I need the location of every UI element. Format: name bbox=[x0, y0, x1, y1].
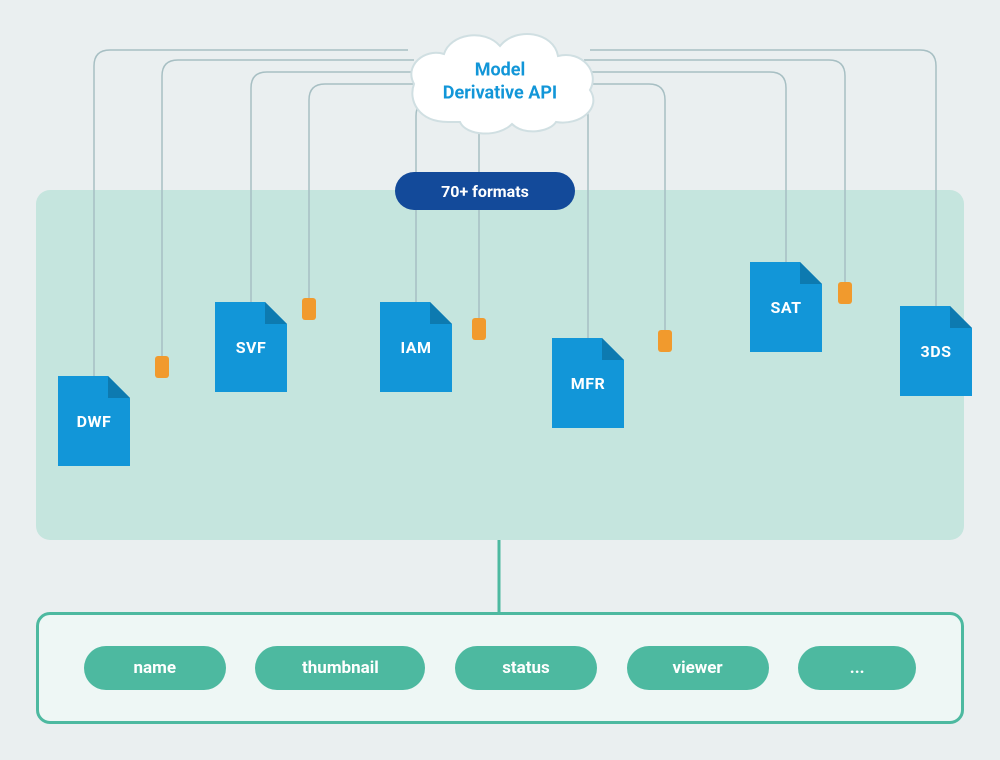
file-label: IAM bbox=[400, 338, 431, 357]
file-label: SVF bbox=[236, 338, 267, 357]
manifest-pill-viewer: viewer bbox=[627, 646, 769, 690]
manifest-pill-label: viewer bbox=[672, 658, 722, 678]
orange-marker bbox=[155, 356, 169, 378]
file-icon-svf: SVF bbox=[215, 302, 287, 392]
manifest-pill-label: ... bbox=[850, 658, 865, 678]
orange-marker bbox=[658, 330, 672, 352]
file-label: DWF bbox=[77, 412, 112, 431]
cloud-line1: Model bbox=[400, 59, 600, 82]
manifest-panel: name thumbnail status viewer... bbox=[36, 612, 964, 724]
manifest-pill-more: ... bbox=[798, 646, 916, 690]
connector-line bbox=[162, 60, 414, 356]
connector-line bbox=[584, 60, 845, 282]
orange-marker bbox=[838, 282, 852, 304]
formats-pill: 70+ formats bbox=[395, 172, 575, 210]
manifest-pill-name: name bbox=[84, 646, 226, 690]
formats-pill-label: 70+ formats bbox=[441, 182, 529, 201]
manifest-pill-thumbnail: thumbnail bbox=[255, 646, 425, 690]
file-label: MFR bbox=[571, 374, 606, 393]
diagram-root: Model Derivative API 70+ formats DWF SVF… bbox=[0, 0, 1000, 760]
manifest-pill-label: name bbox=[134, 658, 177, 678]
file-icon-dwf: DWF bbox=[58, 376, 130, 466]
cloud-line2: Derivative API bbox=[400, 82, 600, 105]
file-label: SAT bbox=[770, 298, 801, 317]
manifest-pill-label: thumbnail bbox=[302, 658, 379, 678]
file-icon-3ds: 3DS bbox=[900, 306, 972, 396]
orange-marker bbox=[472, 318, 486, 340]
file-icon-sat: SAT bbox=[750, 262, 822, 352]
file-label: 3DS bbox=[921, 342, 952, 361]
orange-marker bbox=[302, 298, 316, 320]
file-icon-iam: IAM bbox=[380, 302, 452, 392]
file-icon-mfr: MFR bbox=[552, 338, 624, 428]
connector-line bbox=[576, 72, 786, 262]
cloud-api: Model Derivative API bbox=[400, 26, 600, 136]
cloud-label: Model Derivative API bbox=[400, 59, 600, 104]
manifest-pill-status: status bbox=[455, 646, 597, 690]
manifest-pill-label: status bbox=[502, 658, 550, 678]
